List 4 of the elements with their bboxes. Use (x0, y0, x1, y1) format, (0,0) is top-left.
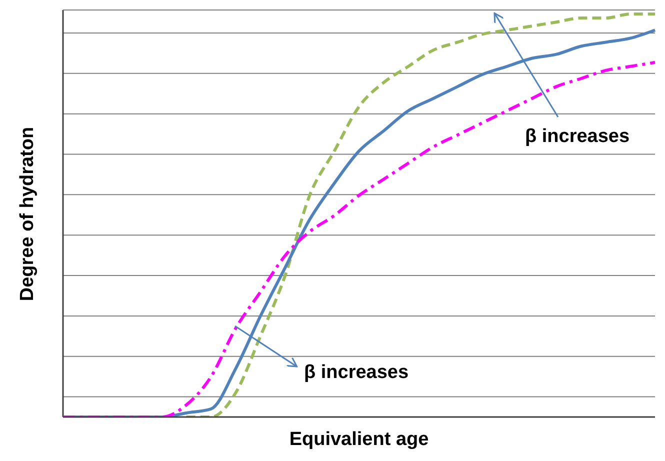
y-axis-title: Degree of hydraton (17, 126, 39, 301)
annotation: β increases (525, 126, 630, 147)
annotation: β increases (304, 362, 409, 383)
x-axis-title: Equivalient age (289, 429, 429, 450)
